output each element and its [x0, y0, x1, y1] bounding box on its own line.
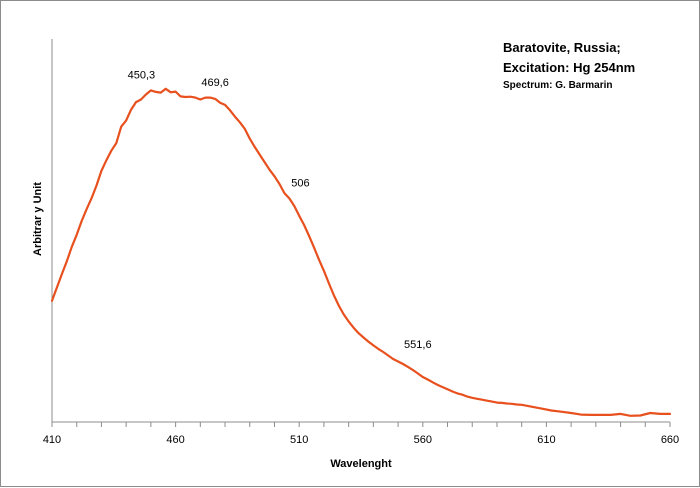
x-tick-label: 560 — [414, 434, 432, 446]
x-ticks — [51, 422, 671, 427]
chart-title-line-1: Baratovite, Russia; — [503, 40, 621, 55]
x-axis-title: Wavelenght — [330, 458, 392, 470]
chart-subtitle: Spectrum: G. Barmarin — [503, 80, 612, 91]
axes — [51, 39, 670, 423]
peak-label: 551,6 — [404, 339, 432, 351]
x-tick-label: 460 — [166, 434, 184, 446]
x-tick-label: 510 — [290, 434, 308, 446]
x-tick-label: 410 — [43, 434, 61, 446]
x-tick-label: 660 — [661, 434, 679, 446]
peak-label: 450,3 — [128, 69, 156, 81]
peak-annotations: 450,3 469,6 506 551,6 — [128, 69, 432, 351]
chart-title-line-2: Excitation: Hg 254nm — [503, 60, 635, 75]
peak-label: 506 — [291, 177, 309, 189]
x-tick-labels: 410 460 510 560 610 660 — [43, 434, 679, 446]
series-line — [50, 87, 672, 417]
x-tick-label: 610 — [537, 434, 555, 446]
y-axis-title: Arbitrar y Unit — [32, 182, 44, 256]
peak-label: 469,6 — [201, 77, 229, 89]
